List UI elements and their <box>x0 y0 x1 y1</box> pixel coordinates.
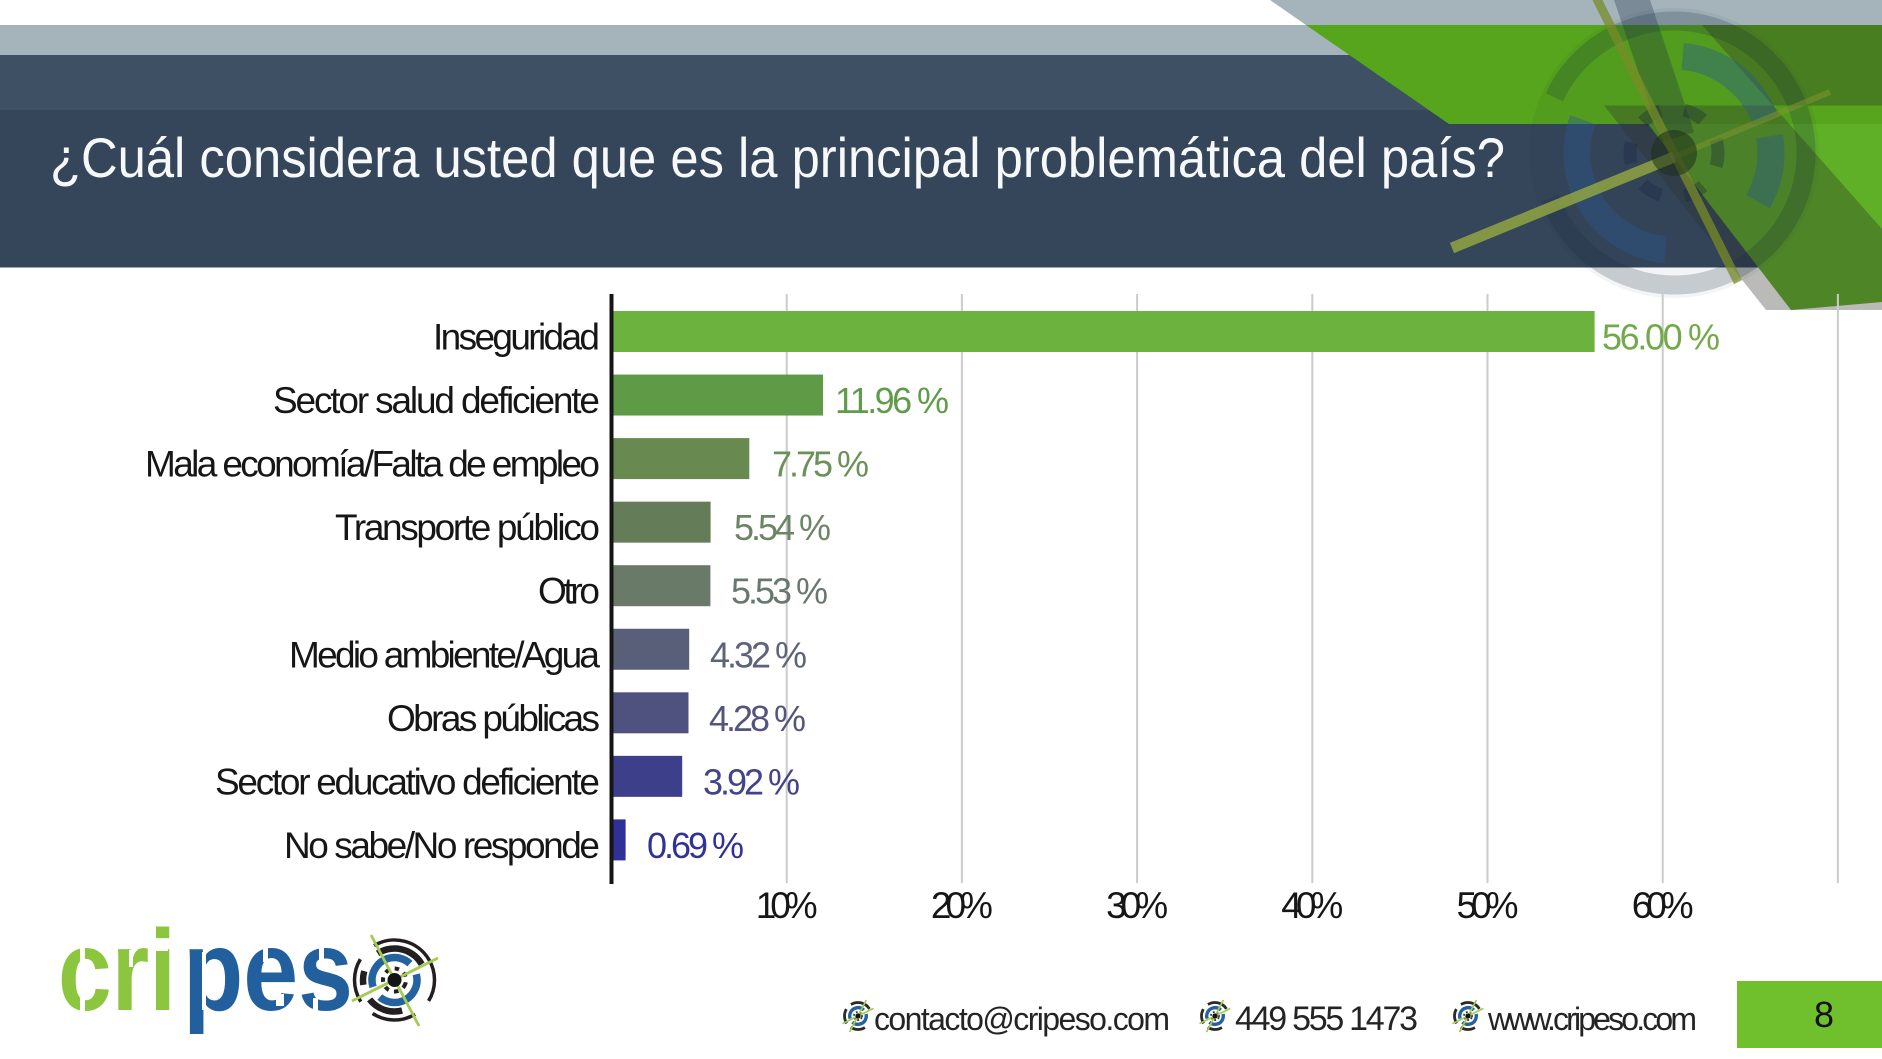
svg-text:www.cripeso.com: www.cripeso.com <box>1487 1001 1697 1037</box>
svg-text:5.53 %: 5.53 % <box>731 571 828 612</box>
svg-text:0.69 %: 0.69 % <box>647 825 744 866</box>
svg-text:10%: 10% <box>756 885 818 926</box>
svg-text:20%: 20% <box>931 885 993 926</box>
svg-text:No sabe/No responde: No sabe/No responde <box>284 825 600 866</box>
svg-text:Inseguridad: Inseguridad <box>433 317 600 358</box>
svg-text:8: 8 <box>1814 994 1834 1035</box>
svg-text:4.28 %: 4.28 % <box>709 698 806 739</box>
svg-text:7.75 %: 7.75 % <box>772 444 869 485</box>
svg-text:cri: cri <box>58 907 176 1035</box>
svg-text:50%: 50% <box>1457 885 1519 926</box>
svg-text:11.96 %: 11.96 % <box>835 380 949 421</box>
svg-text:Otro: Otro <box>538 571 600 612</box>
svg-text:contacto@cripeso.com: contacto@cripeso.com <box>874 1001 1170 1037</box>
svg-text:40%: 40% <box>1281 885 1343 926</box>
svg-text:60%: 60% <box>1632 885 1694 926</box>
svg-text:56.00 %: 56.00 % <box>1602 317 1720 358</box>
svg-text:Sector salud deficiente: Sector salud deficiente <box>273 380 600 421</box>
svg-text:449 555 1473: 449 555 1473 <box>1235 1000 1418 1038</box>
svg-text:Transporte público: Transporte público <box>335 507 600 548</box>
svg-text:5.54 %: 5.54 % <box>734 507 831 548</box>
svg-text:¿Cuál considera usted que es l: ¿Cuál considera usted que es la principa… <box>50 126 1505 189</box>
svg-text:3.92 %: 3.92 % <box>703 761 800 802</box>
svg-text:30%: 30% <box>1106 885 1168 926</box>
svg-text:Sector educativo deficiente: Sector educativo deficiente <box>215 761 600 802</box>
svg-text:Obras públicas: Obras públicas <box>387 698 600 739</box>
svg-text:4.32 %: 4.32 % <box>710 634 807 675</box>
svg-text:Mala economía/Falta de empleo: Mala economía/Falta de empleo <box>145 444 600 485</box>
svg-text:Medio ambiente/Agua: Medio ambiente/Agua <box>289 634 600 675</box>
svg-text:pes: pes <box>183 907 353 1035</box>
